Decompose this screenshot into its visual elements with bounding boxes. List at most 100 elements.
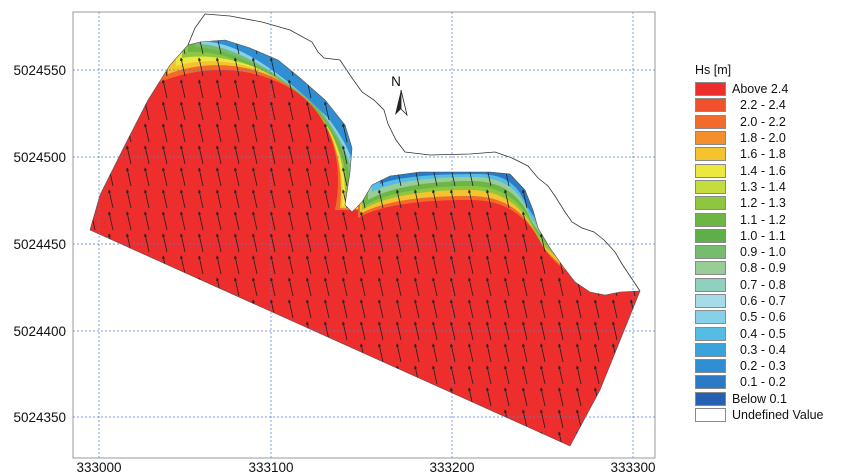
wave-vector — [360, 255, 366, 275]
wave-vector — [324, 299, 330, 319]
wave-vector — [396, 233, 402, 253]
legend-swatch — [695, 277, 726, 292]
wave-vector — [486, 321, 492, 341]
wave-vector — [486, 387, 492, 407]
wave-vector — [360, 299, 366, 319]
legend-item: 2.2 - 2.4 — [695, 97, 840, 113]
wave-vector — [270, 211, 276, 231]
wave-vector — [198, 233, 204, 253]
wave-vector — [216, 79, 222, 99]
wave-vector — [468, 365, 474, 385]
wave-vector — [270, 189, 276, 209]
wave-vector — [522, 409, 528, 429]
wave-vector — [270, 255, 276, 275]
wave-vector — [126, 189, 132, 209]
wave-vector — [360, 321, 366, 341]
legend-title: Hs [m] — [695, 63, 732, 77]
wave-vector — [198, 189, 204, 209]
legend-swatch — [695, 114, 726, 129]
wave-vector — [432, 255, 438, 275]
wave-vector — [324, 255, 330, 275]
wave-vector — [198, 211, 204, 231]
wave-vector — [468, 343, 474, 363]
wave-vector — [270, 101, 276, 121]
legend-label: 1.4 - 1.6 — [740, 163, 786, 178]
wave-vector — [252, 145, 258, 165]
legend-item: 0.8 - 0.9 — [695, 260, 840, 276]
wave-vector — [234, 79, 240, 99]
legend-label: 0.2 - 0.3 — [740, 359, 786, 374]
wave-vector — [486, 277, 492, 297]
legend-items: Above 2.4 2.2 - 2.4 2.0 - 2.2 1.8 - 2.0 1.6 … — [695, 81, 840, 423]
wave-vector — [468, 277, 474, 297]
wave-vector — [522, 189, 528, 209]
wave-vector — [360, 211, 366, 231]
wave-vector — [414, 321, 420, 341]
legend-swatch — [695, 359, 726, 374]
wave-vector — [522, 233, 528, 253]
y-tick-label: 5024450 — [13, 237, 66, 252]
wave-vector — [558, 277, 564, 297]
wave-vector — [486, 255, 492, 275]
legend-label: 0.6 - 0.7 — [740, 294, 786, 308]
undefined-region-outline — [187, 13, 641, 292]
legend: Hs [m] Above 2.4 2.2 - 2.4 2.0 - 2.2 1.8 - … — [695, 62, 840, 423]
wave-vector — [288, 79, 294, 99]
legend-label: Undefined Value — [732, 408, 824, 423]
wave-vector — [198, 57, 204, 77]
wave-vector — [504, 189, 510, 209]
wave-vector — [450, 365, 456, 385]
wave-vector — [396, 321, 402, 341]
wave-vector — [396, 211, 402, 231]
legend-label: 0.1 - 0.2 — [740, 375, 786, 390]
wave-vector — [288, 211, 294, 231]
wave-vector — [288, 255, 294, 275]
wave-vector — [540, 343, 546, 363]
x-tick-label: 333100 — [248, 460, 293, 475]
legend-swatch — [695, 391, 726, 406]
legend-item: 0.1 - 0.2 — [695, 374, 840, 390]
wave-vector — [270, 277, 276, 297]
legend-item: 0.5 - 0.6 — [695, 309, 840, 325]
wave-vector — [198, 40, 204, 55]
wave-vector — [198, 101, 204, 121]
wave-vector — [252, 233, 258, 253]
y-axis: 5024550 5024500 5024450 5024400 5024350 — [13, 63, 66, 425]
wave-vector — [450, 255, 456, 275]
wave-vector — [234, 123, 240, 143]
legend-item: 0.9 - 1.0 — [695, 244, 840, 260]
wave-vector — [576, 343, 582, 363]
wave-vector — [540, 321, 546, 341]
wave-vector — [594, 321, 600, 341]
wave-vector — [324, 123, 330, 143]
wave-vector — [144, 211, 150, 231]
legend-item: 1.3 - 1.4 — [695, 179, 840, 195]
legend-swatch — [695, 179, 726, 194]
wave-vector — [522, 343, 528, 363]
wave-vector — [486, 299, 492, 319]
wave-vector — [576, 387, 582, 407]
wave-vector — [270, 57, 276, 77]
wave-vector — [234, 233, 240, 253]
legend-item: 0.2 - 0.3 — [695, 358, 840, 374]
wave-vector — [378, 277, 384, 297]
y-tick-label: 5024550 — [13, 63, 66, 78]
wave-vector — [558, 299, 564, 319]
wave-vector — [252, 189, 258, 209]
wave-vector — [180, 211, 186, 231]
wave-vector — [378, 343, 384, 363]
wave-vector — [342, 123, 348, 143]
wave-vector — [504, 299, 510, 319]
x-tick-label: 333300 — [610, 460, 655, 475]
wave-vector — [396, 255, 402, 275]
x-axis: 333000 333100 333200 333300 — [76, 460, 655, 475]
wave-vector — [450, 343, 456, 363]
legend-item: Above 2.4 — [695, 81, 840, 97]
wave-vector — [288, 277, 294, 297]
wave-vector — [540, 299, 546, 319]
wave-vector — [216, 233, 222, 253]
legend-swatch — [695, 408, 726, 423]
wave-vector — [234, 101, 240, 121]
wave-vector — [378, 255, 384, 275]
wave-vector — [306, 167, 312, 187]
